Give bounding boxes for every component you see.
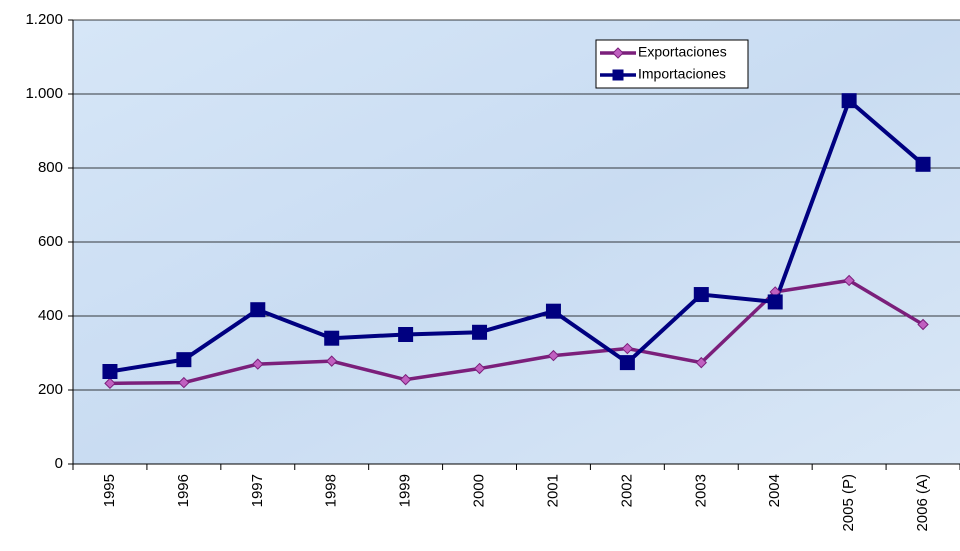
y-tick-label: 1.000 xyxy=(25,85,63,102)
legend-label: Exportaciones xyxy=(638,44,727,60)
marker xyxy=(843,274,855,287)
marker xyxy=(102,364,118,379)
y-tick-label: 0 xyxy=(55,455,63,472)
marker xyxy=(252,358,264,370)
marker xyxy=(326,355,338,367)
x-tick-label: 1996 xyxy=(175,474,192,507)
marker xyxy=(841,93,857,109)
x-tick-label: 2004 xyxy=(766,474,783,507)
marker xyxy=(399,373,412,386)
marker xyxy=(178,376,190,389)
y-tick-label: 600 xyxy=(38,233,63,250)
marker xyxy=(547,349,560,362)
series-line xyxy=(109,278,924,386)
y-tick-label: 400 xyxy=(38,307,63,324)
marker xyxy=(693,287,709,303)
marker xyxy=(324,330,340,346)
marker xyxy=(176,352,192,368)
x-tick-label: 2005 (P) xyxy=(840,474,857,532)
marker xyxy=(473,362,486,375)
marker xyxy=(250,302,266,318)
y-tick-label: 1.200 xyxy=(25,11,63,28)
x-tick-label: 2003 xyxy=(692,474,709,507)
series-line xyxy=(109,97,925,374)
marker xyxy=(545,303,561,319)
x-tick-label: 1998 xyxy=(323,474,340,507)
marker xyxy=(619,355,635,371)
marker xyxy=(767,294,783,310)
marker xyxy=(104,377,116,390)
marker xyxy=(917,318,929,331)
x-tick-label: 1995 xyxy=(101,474,118,507)
x-tick-label: 1997 xyxy=(249,474,266,507)
x-tick-label: 2001 xyxy=(544,474,561,507)
legend-label: Importaciones xyxy=(638,66,726,82)
y-tick-label: 200 xyxy=(38,381,63,398)
x-tick-label: 1999 xyxy=(397,474,414,507)
marker xyxy=(621,342,634,355)
marker xyxy=(915,156,931,172)
legend-marker xyxy=(612,69,624,81)
marker xyxy=(695,356,707,369)
y-tick-label: 800 xyxy=(38,159,63,176)
marker xyxy=(398,327,414,342)
x-tick-label: 2000 xyxy=(471,474,488,507)
x-tick-label: 2006 (A) xyxy=(914,474,931,532)
legend-marker xyxy=(612,47,624,59)
marker xyxy=(472,324,488,340)
x-tick-label: 2002 xyxy=(618,474,635,507)
